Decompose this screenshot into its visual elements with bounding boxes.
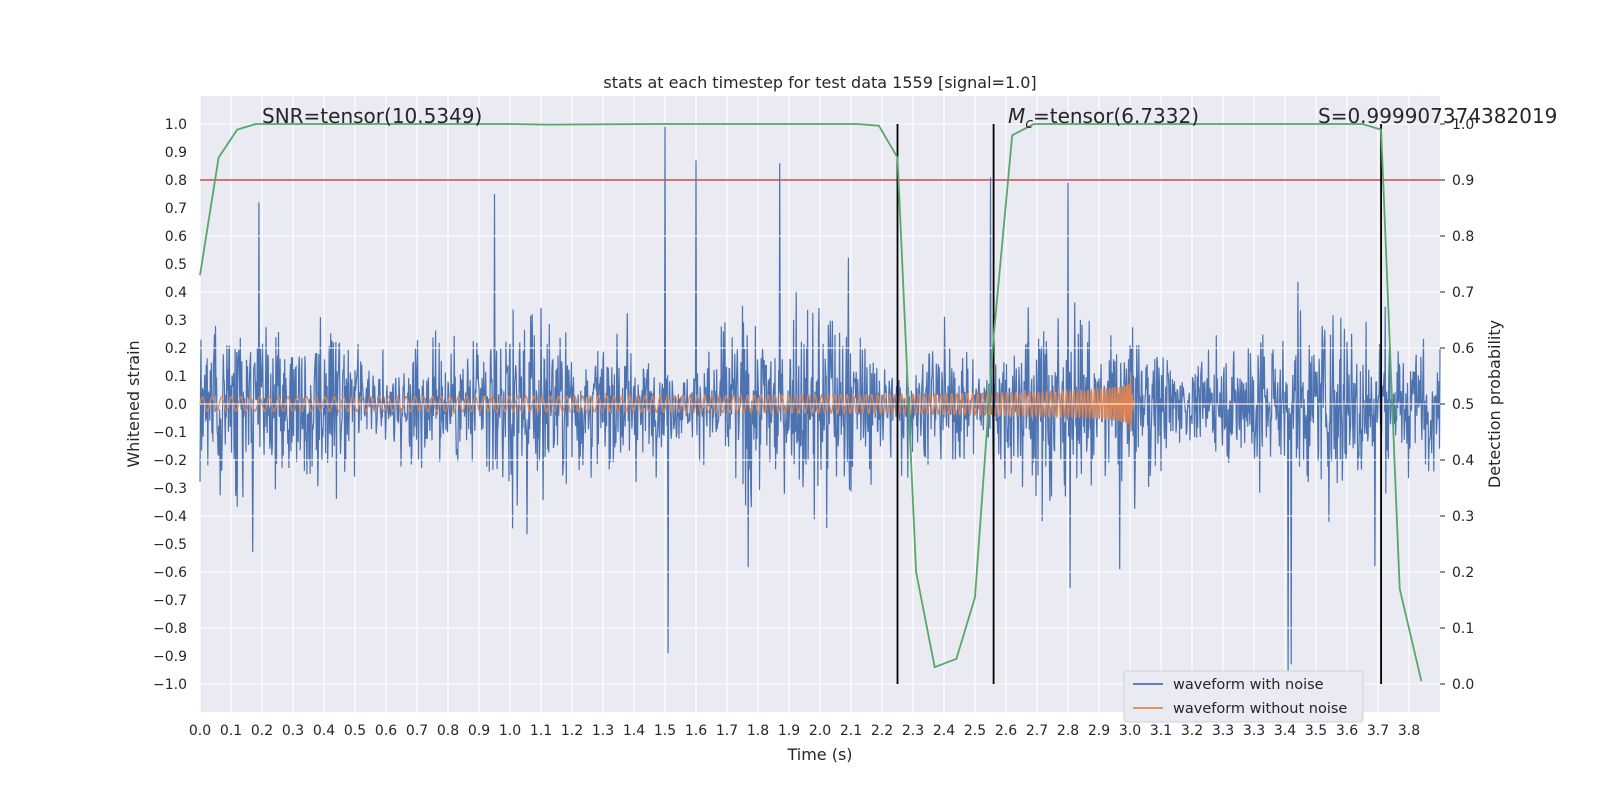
y-left-tick-label: 0.4 — [165, 285, 187, 301]
x-tick-label: 2.7 — [1026, 723, 1048, 739]
x-tick-label: 0.3 — [282, 723, 304, 739]
y-left-tick-label: 0.9 — [165, 145, 187, 161]
x-tick-label: 2.1 — [840, 723, 862, 739]
x-tick-label: 3.8 — [1398, 723, 1420, 739]
x-tick-label: 3.7 — [1367, 723, 1389, 739]
x-tick-label: 2.8 — [1057, 723, 1079, 739]
x-tick-label: 2.5 — [964, 723, 986, 739]
y-left-tick-label: 0.2 — [165, 341, 187, 357]
y-right-tick-label: 0.6 — [1452, 341, 1474, 357]
y-left-tick-label: −0.5 — [153, 537, 187, 553]
x-tick-label: 2.9 — [1088, 723, 1110, 739]
y-right-tick-label: 1.0 — [1452, 117, 1474, 133]
y-axis-label-right: Detection probability — [1485, 320, 1504, 488]
x-tick-label: 2.0 — [809, 723, 831, 739]
x-tick-label: 0.9 — [468, 723, 490, 739]
x-tick-label: 3.4 — [1274, 723, 1296, 739]
legend-label-noise: waveform with noise — [1173, 677, 1324, 693]
annotation-chirp-mass: Mc=tensor(6.7332) — [1008, 104, 1199, 132]
ticks: 0.0 0.1 0.2 0.3 0.4 0.5 0.6 0.7 0.8 0.9 1.0 1.1 1.2 1… — [153, 117, 1474, 739]
y-left-tick-label: −1.0 — [153, 677, 187, 693]
y-left-tick-label: 0.6 — [165, 229, 187, 245]
x-tick-label: 3.5 — [1305, 723, 1327, 739]
legend: waveform with noise waveform without noi… — [1123, 670, 1364, 723]
y-left-tick-label: −0.8 — [153, 621, 187, 637]
x-tick-label: 0.1 — [220, 723, 242, 739]
x-tick-label: 0.0 — [189, 723, 211, 739]
annotation-significance: S=0.999907374382019 — [1318, 104, 1557, 128]
x-tick-label: 0.6 — [375, 723, 397, 739]
x-tick-label: 2.4 — [933, 723, 955, 739]
legend-label-clean: waveform without noise — [1173, 701, 1347, 717]
y-left-tick-label: 0.5 — [165, 257, 187, 273]
x-tick-label: 1.0 — [499, 723, 521, 739]
y-right-tick-label: 0.7 — [1452, 285, 1474, 301]
y-left-tick-label: −0.7 — [153, 593, 187, 609]
y-left-tick-label: −0.4 — [153, 509, 187, 525]
y-right-tick-label: 0.0 — [1452, 677, 1474, 693]
legend-box — [1123, 670, 1364, 723]
y-left-tick-label: 1.0 — [165, 117, 187, 133]
x-tick-label: 0.8 — [437, 723, 459, 739]
chart-title: stats at each timestep for test data 155… — [603, 73, 1036, 92]
x-tick-label: 1.8 — [747, 723, 769, 739]
y-right-tick-label: 0.9 — [1452, 173, 1474, 189]
chirp-mass-symbol: M — [1008, 104, 1025, 128]
x-tick-label: 1.6 — [685, 723, 707, 739]
x-tick-label: 3.3 — [1243, 723, 1265, 739]
x-tick-label: 3.6 — [1336, 723, 1358, 739]
x-tick-label: 1.5 — [654, 723, 676, 739]
x-tick-label: 2.2 — [871, 723, 893, 739]
x-tick-label: 1.7 — [716, 723, 738, 739]
x-tick-label: 1.1 — [530, 723, 552, 739]
y-left-tick-label: 0.0 — [165, 397, 187, 413]
annotation-snr: SNR=tensor(10.5349) — [262, 104, 482, 128]
y-right-tick-label: 0.1 — [1452, 621, 1474, 637]
y-right-tick-label: 0.3 — [1452, 509, 1474, 525]
y-left-tick-label: −0.1 — [153, 425, 187, 441]
series-line-detection-probability — [199, 123, 1423, 682]
x-axis-label: Time (s) — [786, 745, 852, 764]
x-tick-label: 1.2 — [561, 723, 583, 739]
y-left-tick-label: −0.9 — [153, 649, 187, 665]
series-detection-probability — [199, 123, 1423, 682]
y-left-tick-label: 0.1 — [165, 369, 187, 385]
x-tick-label: 0.4 — [313, 723, 335, 739]
y-right-tick-label: 0.4 — [1452, 453, 1474, 469]
y-left-tick-label: −0.3 — [153, 481, 187, 497]
x-tick-label: 2.6 — [995, 723, 1017, 739]
x-tick-label: 3.3 — [1212, 723, 1234, 739]
y-axis-label-left: Whitened strain — [124, 340, 143, 467]
y-left-tick-label: 0.7 — [165, 201, 187, 217]
y-left-tick-label: 0.8 — [165, 173, 187, 189]
x-tick-label: 3.2 — [1181, 723, 1203, 739]
x-tick-label: 0.7 — [406, 723, 428, 739]
x-tick-label: 2.3 — [902, 723, 924, 739]
x-tick-label: 1.4 — [623, 723, 645, 739]
y-left-tick-label: −0.6 — [153, 565, 187, 581]
chirp-mass-subscript: c — [1025, 116, 1033, 132]
y-right-tick-label: 0.5 — [1452, 397, 1474, 413]
x-tick-label: 0.2 — [251, 723, 273, 739]
x-tick-label: 3.1 — [1150, 723, 1172, 739]
x-tick-label: 1.3 — [592, 723, 614, 739]
x-tick-label: 0.5 — [344, 723, 366, 739]
y-right-tick-label: 0.2 — [1452, 565, 1474, 581]
y-left-tick-label: 0.3 — [165, 313, 187, 329]
x-tick-label: 3.0 — [1119, 723, 1141, 739]
y-left-tick-label: −0.2 — [153, 453, 187, 469]
y-right-tick-label: 0.8 — [1452, 229, 1474, 245]
x-tick-label: 1.9 — [778, 723, 800, 739]
chirp-mass-value: =tensor(6.7332) — [1033, 104, 1199, 128]
